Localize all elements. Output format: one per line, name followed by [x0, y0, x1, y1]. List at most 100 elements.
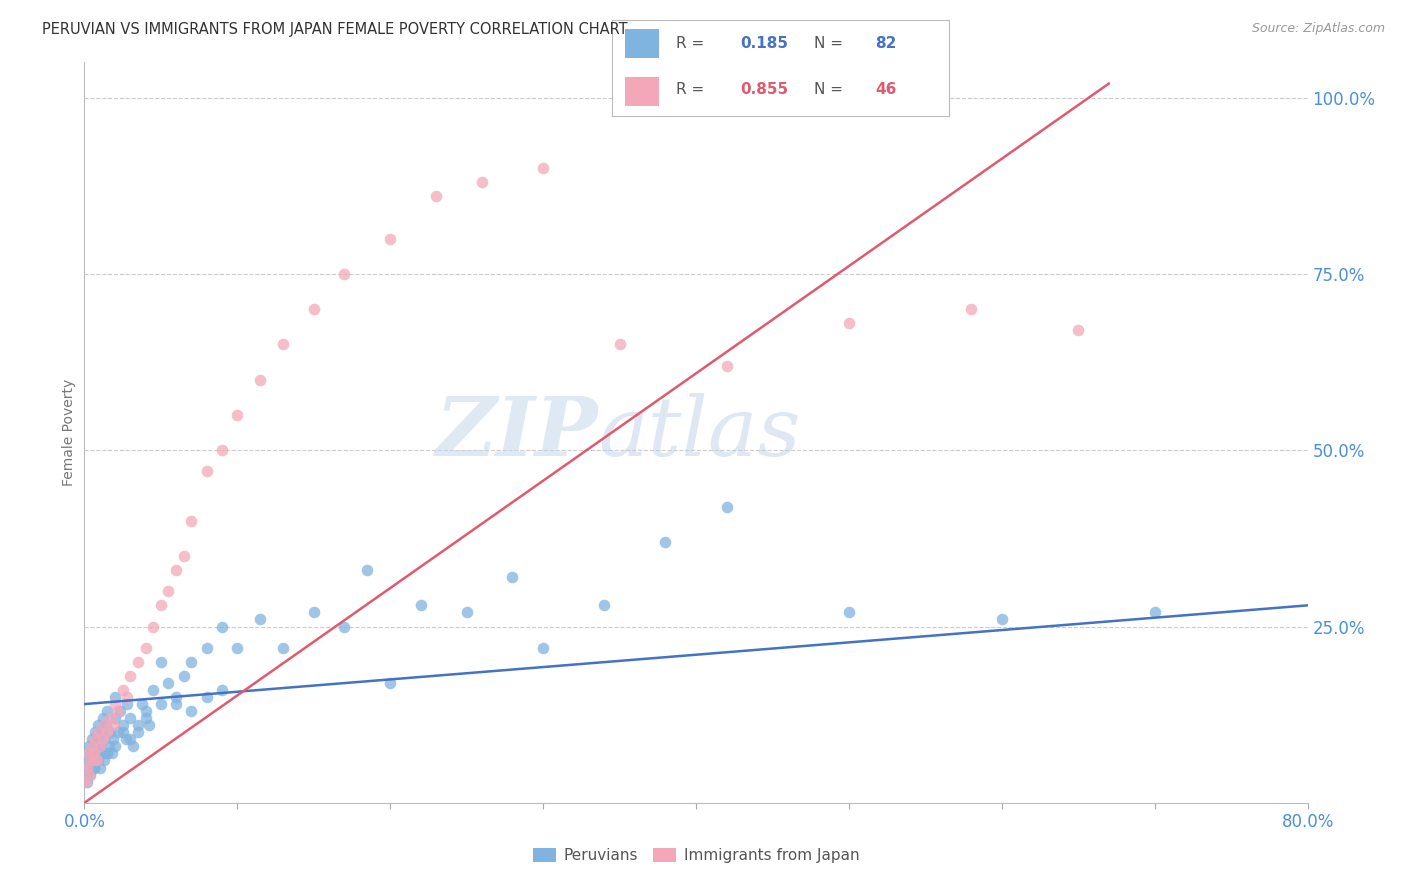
Point [380, 232, 402, 246]
Text: 0.185: 0.185 [740, 37, 787, 51]
Point [115, 690, 138, 704]
Point [93, 732, 115, 747]
Point [84, 754, 107, 768]
Text: 82: 82 [875, 37, 896, 51]
Point [211, 619, 233, 633]
Point [76, 760, 98, 774]
Point [89, 760, 111, 774]
Point [149, 599, 172, 613]
Point [83, 760, 105, 774]
Point [80, 754, 103, 768]
Legend: Peruvians, Immigrants from Japan: Peruvians, Immigrants from Japan [527, 842, 865, 869]
Point [96, 747, 118, 761]
Point [195, 640, 218, 655]
Point [108, 704, 131, 718]
Point [226, 640, 249, 655]
Point [127, 725, 149, 739]
Text: PERUVIAN VS IMMIGRANTS FROM JAPAN FEMALE POVERTY CORRELATION CHART: PERUVIAN VS IMMIGRANTS FROM JAPAN FEMALE… [42, 22, 628, 37]
Point [1143, 606, 1166, 620]
Point [165, 690, 187, 704]
Point [131, 697, 153, 711]
Point [302, 302, 325, 317]
Point [409, 599, 432, 613]
Point [249, 373, 271, 387]
Point [502, 570, 524, 584]
Point [425, 189, 447, 203]
Point [91, 747, 114, 761]
Point [77, 747, 100, 761]
Point [142, 683, 165, 698]
Point [86, 732, 108, 747]
Point [114, 732, 136, 747]
Point [76, 760, 98, 774]
Point [77, 754, 100, 768]
Text: Source: ZipAtlas.com: Source: ZipAtlas.com [1251, 22, 1385, 36]
Point [86, 754, 108, 768]
Point [83, 760, 105, 774]
Point [111, 725, 134, 739]
Point [180, 655, 202, 669]
Point [79, 767, 101, 781]
Point [302, 606, 325, 620]
Point [531, 161, 554, 176]
Text: 46: 46 [875, 82, 896, 97]
Point [157, 676, 180, 690]
Point [90, 725, 112, 739]
Point [271, 640, 294, 655]
Point [107, 704, 129, 718]
Point [84, 725, 107, 739]
Point [127, 718, 149, 732]
Bar [626, 78, 659, 106]
Point [91, 732, 114, 747]
Point [107, 725, 129, 739]
Point [101, 747, 124, 761]
Point [654, 535, 676, 549]
Point [716, 500, 738, 514]
Text: 0.855: 0.855 [740, 82, 787, 97]
Point [98, 711, 121, 725]
Text: ZIP: ZIP [436, 392, 598, 473]
Point [111, 718, 134, 732]
Point [165, 563, 187, 577]
Point [103, 732, 125, 747]
Point [80, 739, 103, 754]
Point [84, 732, 107, 747]
Point [111, 683, 134, 698]
Point [86, 754, 108, 768]
Point [165, 697, 187, 711]
Point [120, 711, 142, 725]
Point [87, 754, 110, 768]
Point [838, 606, 860, 620]
Point [333, 619, 356, 633]
Point [195, 690, 218, 704]
Point [271, 337, 294, 351]
Point [104, 711, 127, 725]
Point [97, 739, 120, 754]
Point [89, 739, 111, 754]
Point [249, 612, 271, 626]
Point [960, 302, 983, 317]
Point [96, 747, 118, 761]
Y-axis label: Female Poverty: Female Poverty [62, 379, 76, 486]
Point [75, 767, 97, 781]
Point [173, 669, 195, 683]
Point [531, 640, 554, 655]
Point [94, 718, 117, 732]
Point [716, 359, 738, 373]
Point [87, 718, 110, 732]
Point [120, 732, 142, 747]
Text: N =: N = [814, 82, 848, 97]
Point [80, 732, 103, 747]
Point [79, 747, 101, 761]
Point [93, 754, 115, 768]
Point [83, 747, 105, 761]
Point [91, 711, 114, 725]
Point [157, 584, 180, 599]
Point [609, 337, 631, 351]
Point [79, 754, 101, 768]
Point [103, 718, 125, 732]
Point [83, 754, 105, 768]
Point [211, 683, 233, 698]
Point [98, 725, 121, 739]
Point [593, 599, 616, 613]
